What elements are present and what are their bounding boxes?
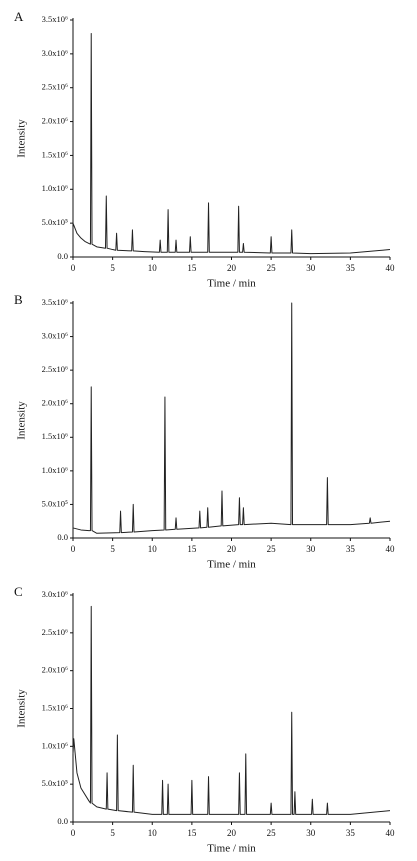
chromatogram-trace xyxy=(72,605,391,815)
x-tick-label: 40 xyxy=(386,544,396,554)
y-tick-label: 3.5x10⁶ xyxy=(42,297,68,307)
y-tick-label: 2.0x10⁶ xyxy=(42,116,68,126)
y-tick-label: 1.0x10⁶ xyxy=(42,740,68,750)
x-axis-label: Time / min xyxy=(207,559,256,571)
y-tick-label: 1.5x10⁶ xyxy=(42,149,68,159)
x-tick-label: 0 xyxy=(71,544,76,554)
x-tick-label: 35 xyxy=(346,263,356,273)
x-tick-label: 5 xyxy=(110,544,115,554)
chart-panel: A 0.0 5.0x10⁵ 1.0x10⁶ 1.5x10⁶ 2.0x10⁶ 2.5x10⁶ 3… xyxy=(14,9,395,290)
chromatogram-trace xyxy=(72,33,391,255)
x-tick-label: 25 xyxy=(267,544,277,554)
x-tick-label: 30 xyxy=(306,263,316,273)
y-tick-label: 5.0x10⁵ xyxy=(42,778,68,788)
chart-panel: B 0.0 5.0x10⁵ 1.0x10⁶ 1.5x10⁶ 2.0x10⁶ 2.5x10⁶ 3… xyxy=(14,292,395,571)
x-tick-label: 40 xyxy=(386,828,396,838)
x-tick-label: 35 xyxy=(346,828,356,838)
y-tick-label: 0.0 xyxy=(57,251,68,261)
y-tick-label: 0.0 xyxy=(57,816,68,826)
x-tick-label: 20 xyxy=(227,263,237,273)
x-axis-label: Time / min xyxy=(207,278,256,290)
y-tick-label: 1.5x10⁶ xyxy=(42,702,68,712)
x-tick-label: 5 xyxy=(110,828,115,838)
x-axis-label: Time / min xyxy=(207,843,256,855)
x-tick-label: 30 xyxy=(306,828,316,838)
x-tick-label: 10 xyxy=(148,828,158,838)
x-tick-label: 15 xyxy=(187,828,197,838)
x-tick-label: 0 xyxy=(71,263,76,273)
y-tick-label: 1.0x10⁶ xyxy=(42,183,68,193)
x-tick-label: 35 xyxy=(346,544,356,554)
x-tick-label: 20 xyxy=(227,544,237,554)
x-tick-label: 30 xyxy=(306,544,316,554)
x-tick-label: 10 xyxy=(148,263,158,273)
y-tick-label: 3.0x10⁶ xyxy=(42,331,68,341)
y-axis-label: Intensity xyxy=(16,689,28,728)
y-tick-label: 2.5x10⁶ xyxy=(42,364,68,374)
y-tick-label: 1.0x10⁶ xyxy=(42,465,68,475)
x-tick-label: 15 xyxy=(187,544,197,554)
x-tick-label: 15 xyxy=(187,263,197,273)
chart-panel: C 0.0 5.0x10⁵ 1.0x10⁶ 1.5x10⁶ 2.0x10⁶ 2.5x10⁶ 3… xyxy=(14,584,395,855)
x-tick-label: 40 xyxy=(386,263,396,273)
y-tick-label: 3.5x10⁶ xyxy=(42,14,68,24)
x-tick-label: 5 xyxy=(110,263,115,273)
y-tick-label: 2.5x10⁶ xyxy=(42,627,68,637)
panel-label: B xyxy=(14,292,23,307)
y-tick-label: 3.0x10⁶ xyxy=(42,48,68,58)
x-tick-label: 10 xyxy=(148,544,158,554)
x-tick-label: 25 xyxy=(267,263,277,273)
y-tick-label: 5.0x10⁵ xyxy=(42,498,68,508)
y-axis-label: Intensity xyxy=(16,119,28,158)
y-tick-label: 2.5x10⁶ xyxy=(42,82,68,92)
y-axis-label: Intensity xyxy=(16,401,28,440)
y-tick-label: 2.0x10⁶ xyxy=(42,665,68,675)
panel-label: A xyxy=(14,9,24,24)
x-tick-label: 20 xyxy=(227,828,237,838)
x-tick-label: 0 xyxy=(71,828,76,838)
y-tick-label: 3.0x10⁶ xyxy=(42,589,68,599)
y-tick-label: 1.5x10⁶ xyxy=(42,431,68,441)
panel-label: C xyxy=(14,584,23,599)
y-tick-label: 2.0x10⁶ xyxy=(42,398,68,408)
x-tick-label: 25 xyxy=(267,828,277,838)
y-tick-label: 0.0 xyxy=(57,532,68,542)
chromatogram-trace xyxy=(72,302,391,534)
y-tick-label: 5.0x10⁵ xyxy=(42,217,68,227)
